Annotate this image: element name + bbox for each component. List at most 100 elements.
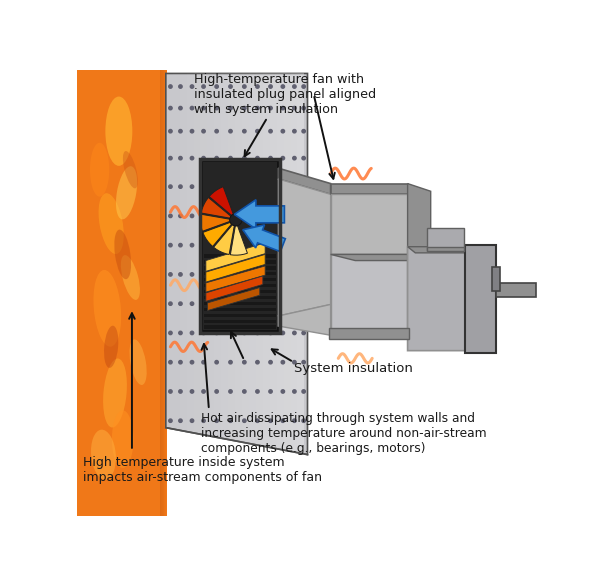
Circle shape [169, 273, 172, 276]
Circle shape [293, 85, 296, 88]
Circle shape [229, 273, 232, 276]
Circle shape [190, 244, 194, 247]
Circle shape [269, 85, 272, 88]
Circle shape [302, 302, 305, 306]
Circle shape [202, 244, 205, 247]
Circle shape [302, 214, 305, 218]
Ellipse shape [130, 339, 146, 385]
Bar [203, 314, 276, 317]
Circle shape [169, 214, 172, 218]
Bar [277, 74, 284, 455]
Circle shape [281, 244, 284, 247]
Circle shape [190, 361, 194, 364]
Circle shape [202, 419, 205, 422]
Circle shape [215, 185, 218, 188]
Circle shape [179, 185, 182, 188]
Ellipse shape [98, 193, 124, 254]
Bar [200, 74, 208, 455]
Polygon shape [407, 246, 477, 253]
Circle shape [293, 106, 296, 110]
Circle shape [256, 331, 259, 335]
Circle shape [242, 214, 246, 218]
Circle shape [229, 157, 232, 160]
Circle shape [179, 214, 182, 218]
Circle shape [302, 157, 305, 160]
Bar [263, 74, 270, 455]
Bar [203, 302, 276, 305]
Polygon shape [278, 179, 331, 316]
Circle shape [179, 273, 182, 276]
Bar [208, 74, 214, 455]
Circle shape [302, 273, 305, 276]
Circle shape [202, 302, 205, 306]
Circle shape [190, 419, 194, 422]
Circle shape [229, 361, 232, 364]
Bar [179, 74, 187, 455]
Bar [203, 308, 276, 311]
Ellipse shape [106, 96, 133, 166]
Circle shape [190, 129, 194, 133]
Circle shape [269, 419, 272, 422]
Circle shape [242, 85, 246, 88]
Bar [249, 74, 256, 455]
Circle shape [281, 106, 284, 110]
Circle shape [281, 129, 284, 133]
Bar [173, 74, 179, 455]
Bar [203, 290, 276, 293]
Circle shape [202, 214, 205, 218]
Circle shape [269, 157, 272, 160]
Bar [203, 325, 276, 329]
Polygon shape [206, 243, 265, 271]
Polygon shape [331, 194, 407, 255]
Circle shape [202, 390, 205, 393]
Bar [200, 159, 280, 333]
Circle shape [256, 157, 259, 160]
Circle shape [169, 129, 172, 133]
Circle shape [242, 129, 246, 133]
Circle shape [190, 157, 194, 160]
Circle shape [281, 214, 284, 218]
Circle shape [230, 213, 242, 226]
Ellipse shape [115, 230, 131, 279]
Ellipse shape [90, 143, 109, 197]
Circle shape [169, 106, 172, 110]
Circle shape [179, 106, 182, 110]
Circle shape [302, 419, 305, 422]
Circle shape [215, 214, 218, 218]
Circle shape [293, 214, 296, 218]
Circle shape [256, 273, 259, 276]
Circle shape [256, 361, 259, 364]
Circle shape [281, 390, 284, 393]
Circle shape [169, 85, 172, 88]
Ellipse shape [103, 358, 127, 427]
Circle shape [269, 390, 272, 393]
Bar [201, 161, 278, 331]
Circle shape [242, 106, 246, 110]
Circle shape [302, 244, 305, 247]
Circle shape [256, 390, 259, 393]
Circle shape [281, 331, 284, 335]
Circle shape [281, 157, 284, 160]
Polygon shape [407, 183, 431, 255]
Bar [427, 228, 464, 251]
Circle shape [215, 302, 218, 306]
Circle shape [202, 185, 205, 188]
Circle shape [190, 185, 194, 188]
Polygon shape [166, 74, 308, 455]
Polygon shape [331, 255, 431, 260]
Circle shape [229, 390, 232, 393]
Circle shape [215, 129, 218, 133]
Circle shape [256, 185, 259, 188]
Circle shape [215, 331, 218, 335]
Circle shape [293, 331, 296, 335]
Polygon shape [206, 266, 265, 292]
Circle shape [202, 129, 205, 133]
Circle shape [302, 390, 305, 393]
Circle shape [293, 185, 296, 188]
Circle shape [256, 244, 259, 247]
Circle shape [293, 390, 296, 393]
Circle shape [302, 85, 305, 88]
Polygon shape [466, 245, 496, 353]
Bar [493, 267, 500, 291]
Polygon shape [209, 187, 233, 215]
